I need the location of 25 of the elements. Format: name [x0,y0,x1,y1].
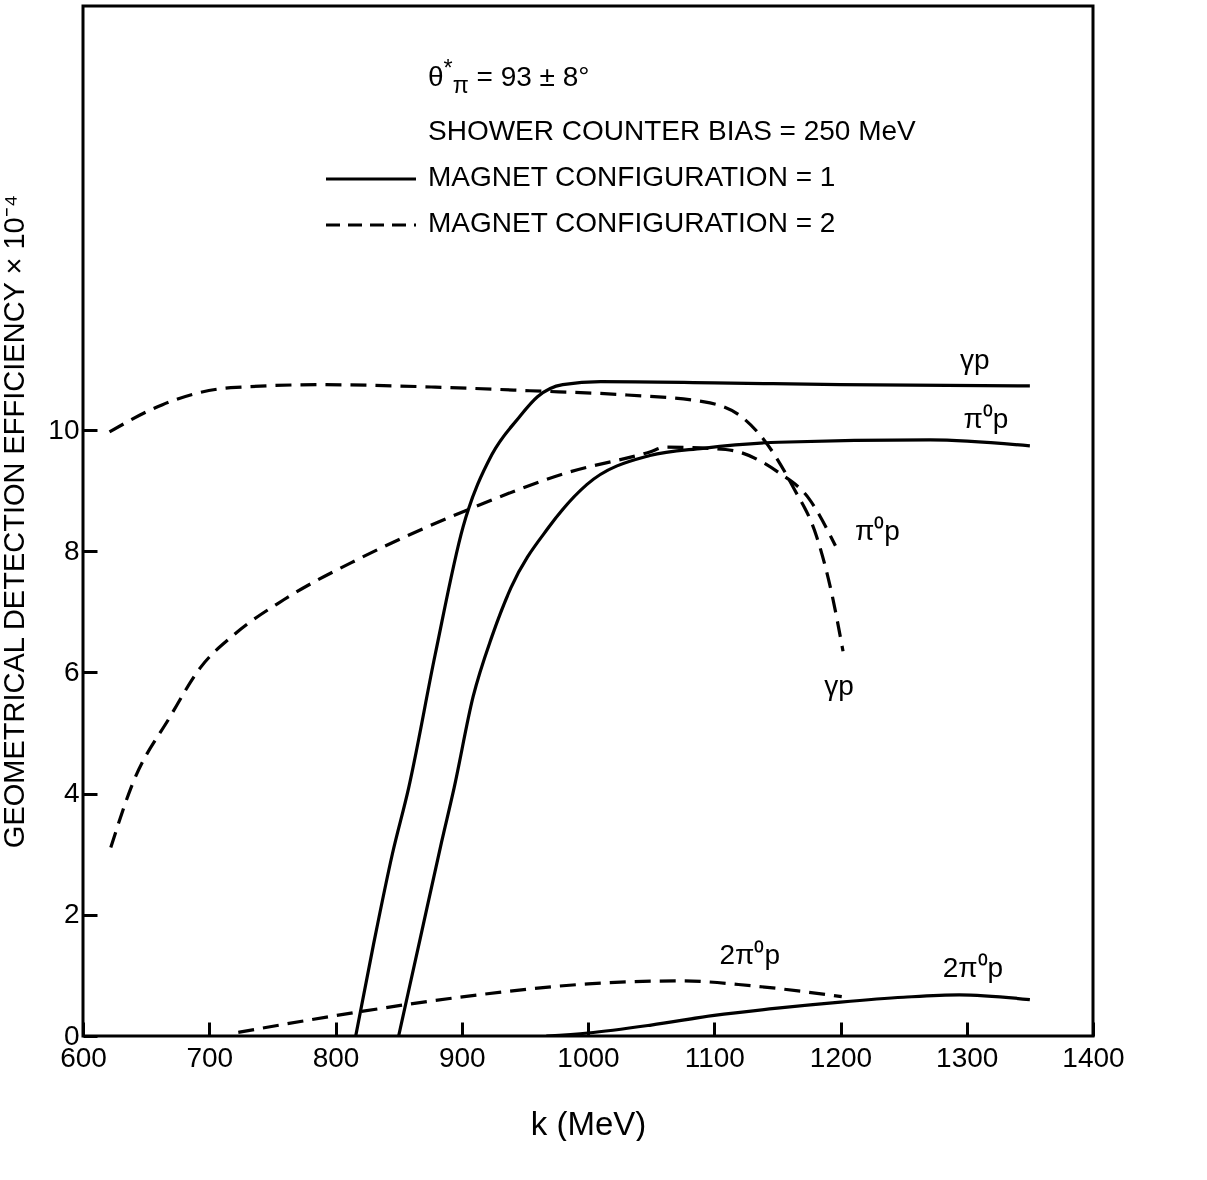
annotation: θ$^{*}$$_{π}$ = 93 ± 8° [428,55,590,98]
y-tick-label: 2 [63,898,80,930]
y-tick-label: 8 [63,534,80,566]
y-tick-label: 10 [48,413,80,445]
annotation: SHOWER COUNTER BIAS = 250 MeV [428,114,916,146]
x-tick-label: 700 [186,1041,234,1073]
y-tick-label: 6 [63,655,80,687]
series-label: 2π⁰p [942,951,1004,983]
y-axis-title: GEOMETRICAL DETECTION EFFICIENCY × 10⁻⁴ [0,194,31,849]
x-tick-label: 800 [312,1041,360,1073]
annotation: MAGNET CONFIGURATION = 1 [428,160,836,192]
x-tick-label: 1400 [1062,1041,1125,1073]
series-label: π⁰p [855,514,900,546]
series-label: γp [824,670,854,702]
series-label: 2π⁰p [719,938,780,970]
x-tick-label: 1200 [809,1041,873,1073]
series-label: γp [960,343,990,375]
y-tick-label: 4 [63,777,80,809]
series-label: π⁰p [963,402,1009,434]
x-tick-label: 900 [438,1041,486,1073]
x-tick-label: 1100 [684,1041,745,1073]
annotation: MAGNET CONFIGURATION = 2 [428,206,836,238]
x-axis-title: k (MeV) [530,1104,647,1142]
x-tick-label: 1300 [936,1041,999,1073]
x-tick-label: 1000 [557,1041,620,1073]
